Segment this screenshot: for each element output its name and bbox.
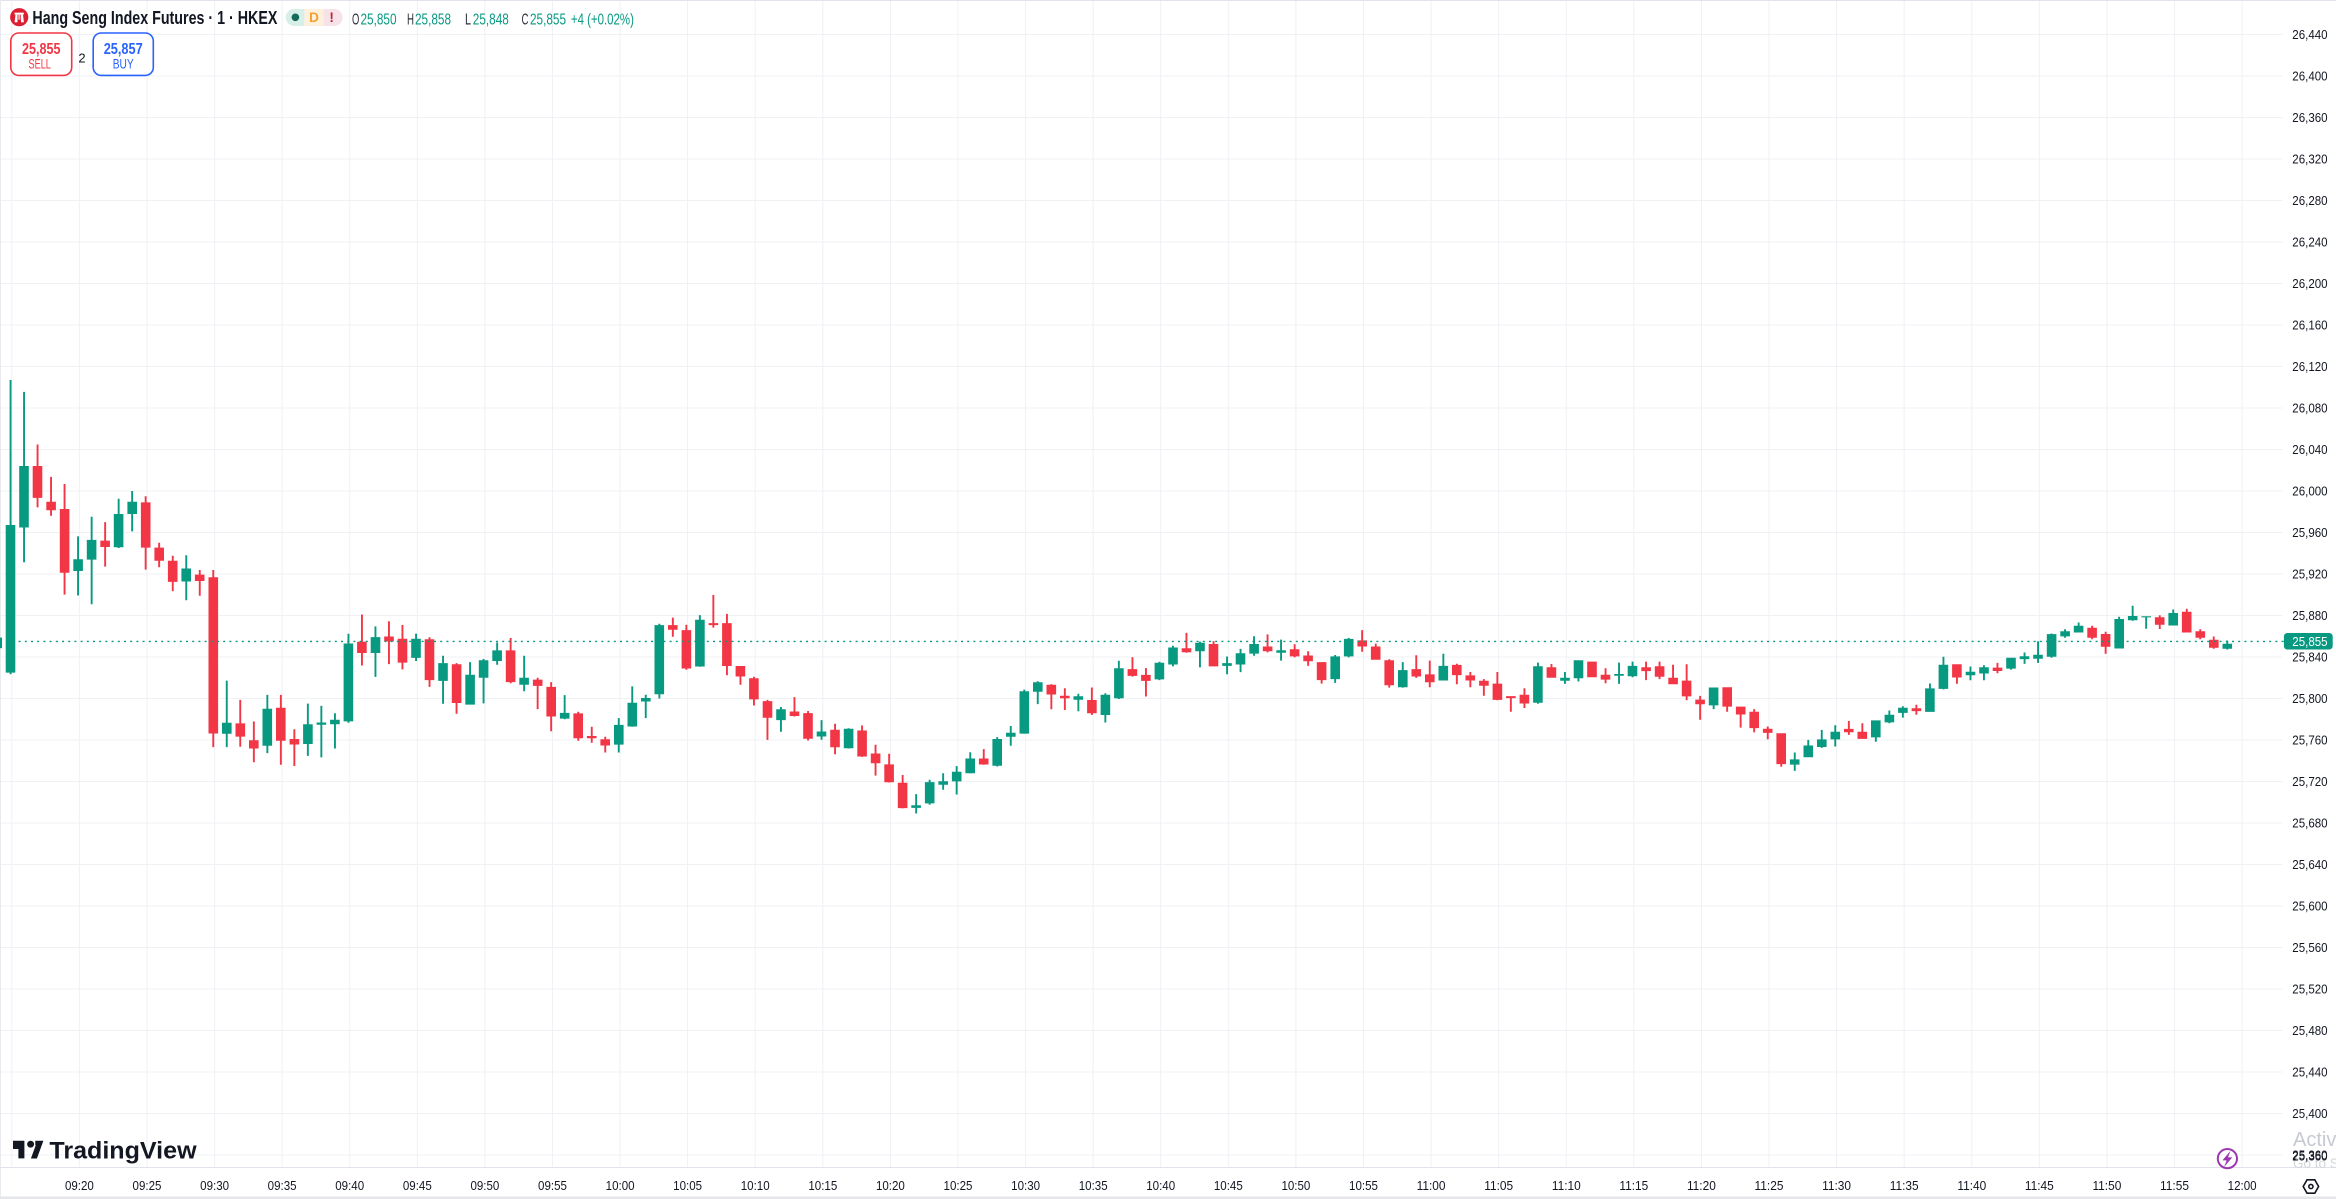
- svg-text:25,720: 25,720: [2292, 775, 2327, 789]
- svg-text:11:25: 11:25: [1755, 1179, 1784, 1193]
- svg-text:11:00: 11:00: [1417, 1179, 1446, 1193]
- svg-text:25,360: 25,360: [2292, 1149, 2327, 1163]
- svg-text:25,840: 25,840: [2292, 651, 2327, 665]
- svg-text:10:45: 10:45: [1214, 1179, 1243, 1193]
- svg-text:BUY: BUY: [113, 57, 134, 72]
- svg-text:2: 2: [78, 50, 85, 65]
- svg-text:10:10: 10:10: [741, 1179, 770, 1193]
- svg-text:26,000: 26,000: [2292, 485, 2327, 499]
- svg-text:26,360: 26,360: [2292, 111, 2327, 125]
- svg-text:SELL: SELL: [29, 57, 52, 72]
- svg-text:25,360: 25,360: [2292, 1150, 2327, 1164]
- svg-text:25,440: 25,440: [2292, 1066, 2327, 1080]
- svg-text:09:55: 09:55: [538, 1179, 567, 1193]
- svg-text:25,400: 25,400: [2292, 1107, 2327, 1121]
- svg-text:TradingView: TradingView: [49, 1137, 197, 1164]
- svg-text:25,960: 25,960: [2292, 526, 2327, 540]
- svg-text:25,880: 25,880: [2292, 609, 2327, 623]
- svg-text:11:40: 11:40: [1957, 1179, 1986, 1193]
- svg-text:26,200: 26,200: [2292, 277, 2327, 291]
- svg-text:25,760: 25,760: [2292, 734, 2327, 748]
- svg-text:10:20: 10:20: [876, 1179, 905, 1193]
- svg-text:25,800: 25,800: [2292, 692, 2327, 706]
- svg-text:11:30: 11:30: [1822, 1179, 1851, 1193]
- svg-text:26,280: 26,280: [2292, 194, 2327, 208]
- svg-text:25,855: 25,855: [530, 11, 566, 28]
- svg-text:Hang Seng Index Futures · 1 ·: Hang Seng Index Futures · 1 · HKEX: [32, 8, 277, 28]
- svg-text:09:50: 09:50: [470, 1179, 499, 1193]
- svg-text:11:15: 11:15: [1619, 1179, 1648, 1193]
- svg-text:10:05: 10:05: [673, 1179, 702, 1193]
- svg-text:09:45: 09:45: [403, 1179, 432, 1193]
- svg-text:26,080: 26,080: [2292, 402, 2327, 416]
- svg-text:25,857: 25,857: [104, 41, 143, 58]
- svg-text:26,040: 26,040: [2292, 443, 2327, 457]
- svg-text:26,120: 26,120: [2292, 360, 2327, 374]
- svg-text:25,858: 25,858: [415, 11, 451, 28]
- svg-text:25,850: 25,850: [361, 11, 397, 28]
- svg-text:11:35: 11:35: [1890, 1179, 1919, 1193]
- svg-text:25,680: 25,680: [2292, 817, 2327, 831]
- svg-text:L: L: [465, 11, 471, 28]
- svg-text:25,640: 25,640: [2292, 858, 2327, 872]
- svg-text:10:15: 10:15: [808, 1179, 837, 1193]
- svg-text:09:35: 09:35: [268, 1179, 297, 1193]
- svg-text:C: C: [522, 11, 529, 28]
- svg-text:25,480: 25,480: [2292, 1024, 2327, 1038]
- svg-text:09:30: 09:30: [200, 1179, 229, 1193]
- svg-text:12:00: 12:00: [2228, 1179, 2257, 1193]
- svg-text:10:00: 10:00: [606, 1179, 635, 1193]
- svg-text:H: H: [407, 11, 414, 28]
- svg-text:26,440: 26,440: [2292, 28, 2327, 42]
- svg-text:09:25: 09:25: [133, 1179, 162, 1193]
- svg-text:26,240: 26,240: [2292, 236, 2327, 250]
- svg-text:25,855: 25,855: [22, 41, 61, 58]
- svg-text:11:10: 11:10: [1552, 1179, 1581, 1193]
- svg-text:25,520: 25,520: [2292, 983, 2327, 997]
- svg-text:26,160: 26,160: [2292, 319, 2327, 333]
- svg-text:25,560: 25,560: [2292, 941, 2327, 955]
- svg-text:10:35: 10:35: [1079, 1179, 1108, 1193]
- svg-text:11:05: 11:05: [1484, 1179, 1513, 1193]
- svg-text:O: O: [352, 11, 359, 28]
- svg-text:10:40: 10:40: [1146, 1179, 1175, 1193]
- svg-text:10:50: 10:50: [1281, 1179, 1310, 1193]
- svg-text:25,600: 25,600: [2292, 900, 2327, 914]
- svg-text:Activat: Activat: [2293, 1129, 2336, 1151]
- svg-text:10:25: 10:25: [944, 1179, 973, 1193]
- svg-text:11:55: 11:55: [2160, 1179, 2189, 1193]
- svg-text:26,400: 26,400: [2292, 70, 2327, 84]
- svg-text:09:40: 09:40: [335, 1179, 364, 1193]
- svg-text:D: D: [309, 10, 319, 25]
- svg-text:11:20: 11:20: [1687, 1179, 1716, 1193]
- svg-text:26,320: 26,320: [2292, 153, 2327, 167]
- svg-text:11:50: 11:50: [2092, 1179, 2121, 1193]
- svg-text:Go to S: Go to S: [2293, 1156, 2336, 1171]
- svg-text:25,855: 25,855: [2292, 635, 2327, 649]
- svg-text:10:55: 10:55: [1349, 1179, 1378, 1193]
- svg-text:!: !: [329, 10, 334, 25]
- svg-text:10:30: 10:30: [1011, 1179, 1040, 1193]
- svg-text:25,848: 25,848: [473, 11, 509, 28]
- svg-text:25,920: 25,920: [2292, 568, 2327, 582]
- svg-text:+4 (+0.02%): +4 (+0.02%): [571, 11, 634, 28]
- svg-text:09:20: 09:20: [65, 1179, 94, 1193]
- svg-text:11:45: 11:45: [2025, 1179, 2054, 1193]
